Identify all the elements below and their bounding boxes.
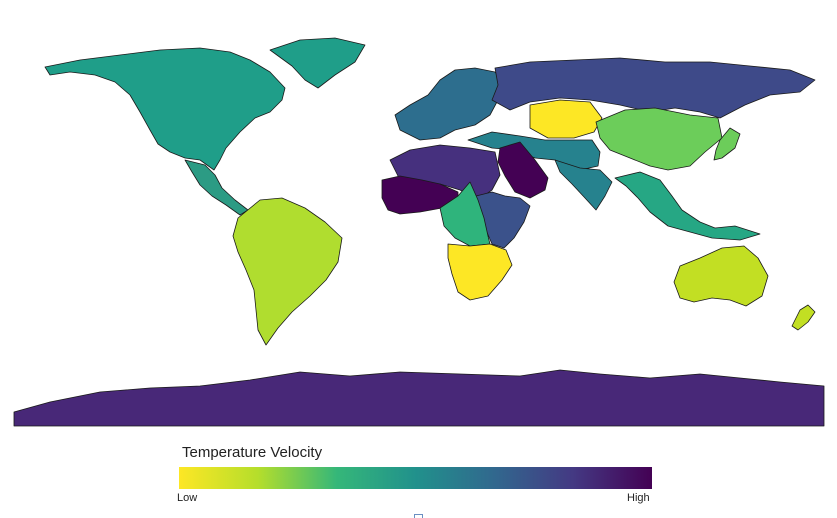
region-kazakhstan[interactable]: [529, 99, 603, 139]
region-central-america[interactable]: [184, 159, 249, 216]
region-japan[interactable]: [713, 127, 741, 161]
region-china[interactable]: [595, 107, 723, 171]
world-map: [13, 37, 825, 427]
region-south-america[interactable]: [232, 197, 343, 346]
region-greenland[interactable]: [269, 37, 366, 89]
region-antarctica[interactable]: [13, 369, 825, 427]
region-north-america[interactable]: [44, 47, 286, 171]
region-arabian-peninsula[interactable]: [497, 141, 549, 199]
region-russia[interactable]: [491, 57, 816, 119]
legend-title: Temperature Velocity: [182, 444, 323, 461]
region-australia[interactable]: [673, 245, 769, 307]
legend-color-scale: [179, 467, 652, 489]
region-central-africa[interactable]: [439, 181, 491, 247]
resize-handle-icon[interactable]: [414, 514, 423, 518]
legend-low-label: Low: [177, 492, 198, 504]
region-south-asia[interactable]: [554, 159, 613, 211]
region-new-zealand[interactable]: [791, 304, 816, 331]
region-southeast-asia[interactable]: [614, 171, 761, 241]
region-southern-africa[interactable]: [447, 243, 513, 301]
region-europe[interactable]: [394, 67, 506, 141]
legend-high-label: High: [627, 492, 650, 504]
